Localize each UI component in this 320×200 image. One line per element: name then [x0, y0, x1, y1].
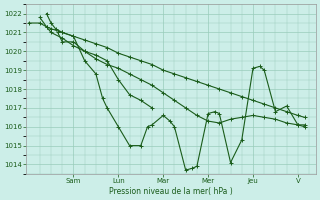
X-axis label: Pression niveau de la mer( hPa ): Pression niveau de la mer( hPa ): [109, 187, 233, 196]
